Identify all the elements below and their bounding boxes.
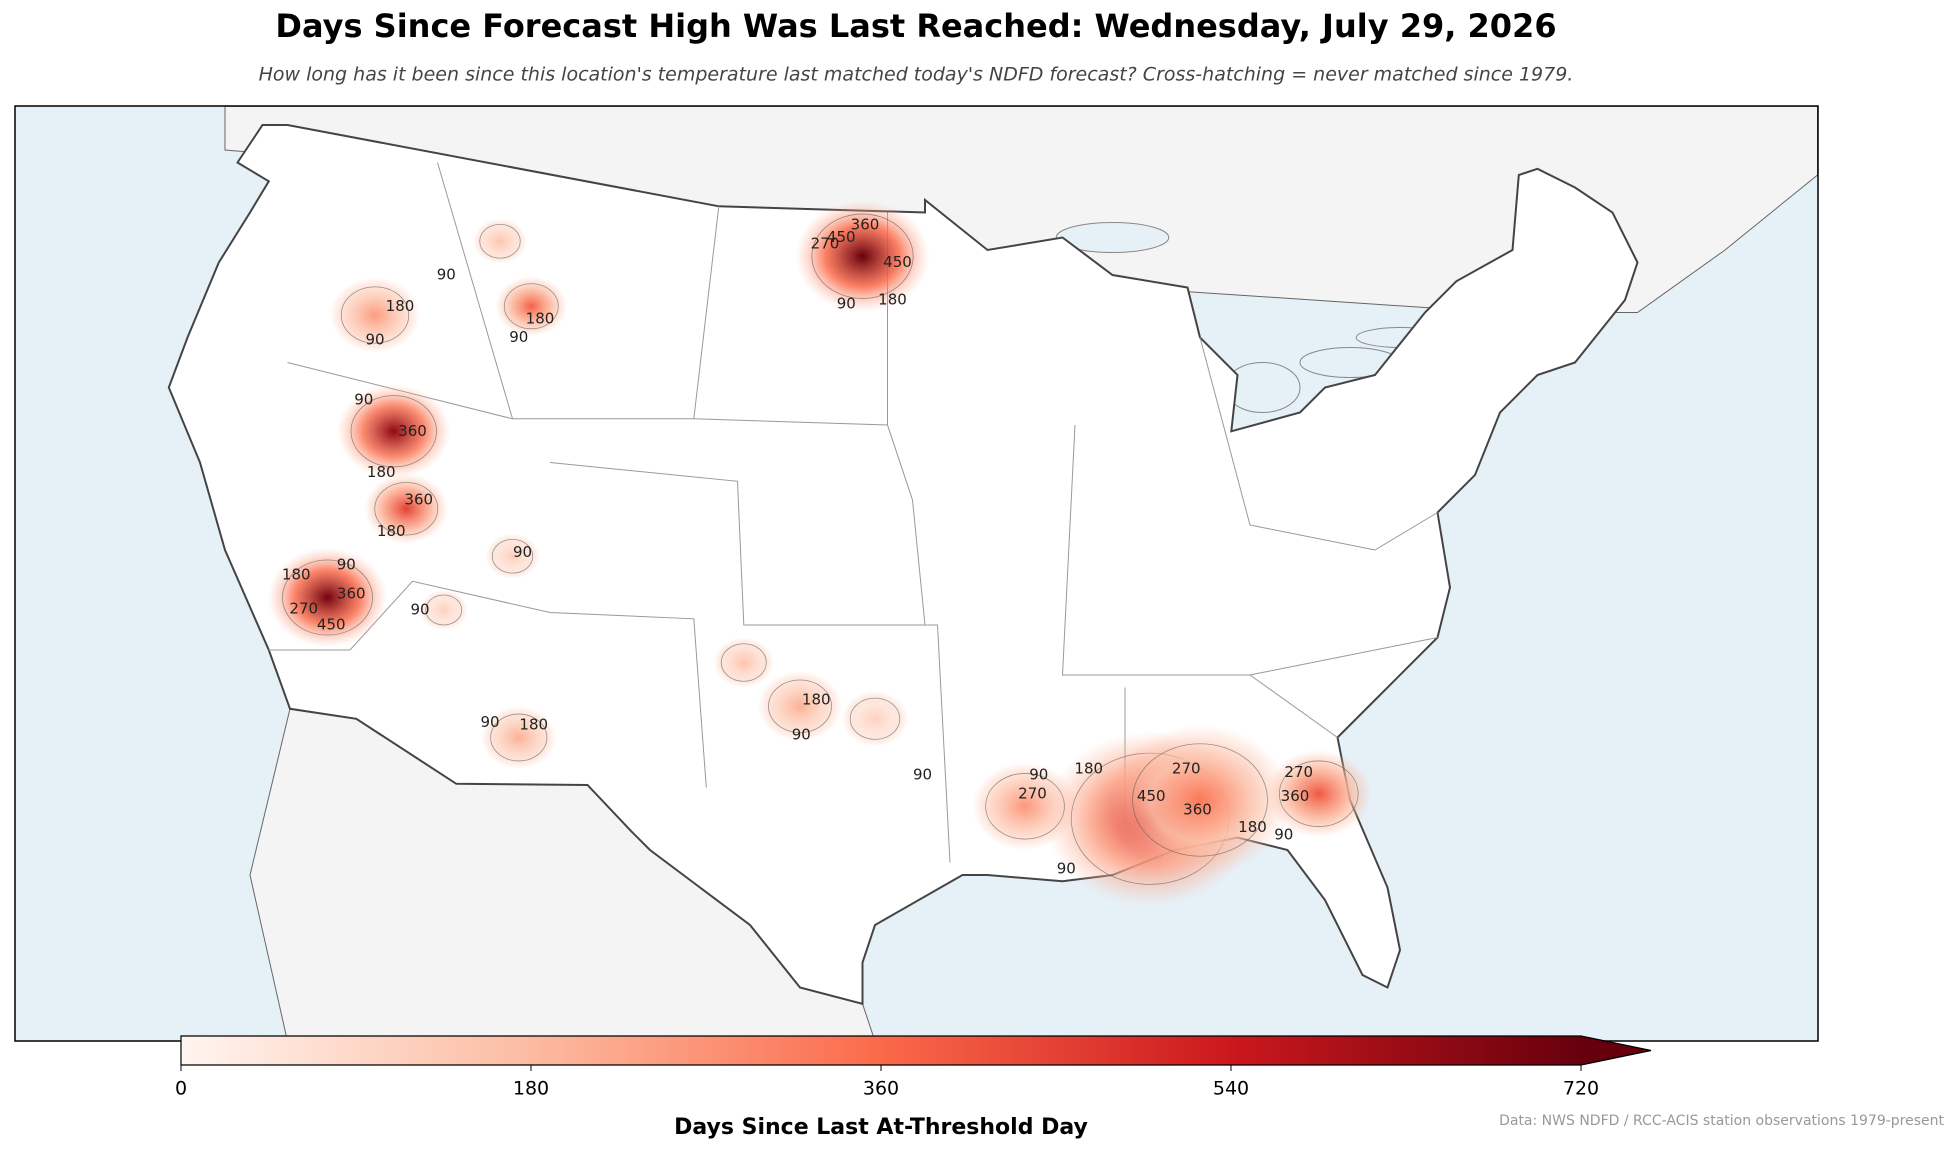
contour-label: 90 [792,726,811,744]
contour-line [350,395,437,468]
contour-label: 270 [1018,784,1047,802]
contour-label: 360 [404,491,433,509]
contour-label: 180 [367,463,396,481]
hotspot [336,383,451,479]
state-border [549,462,951,863]
colorbar-tick-label: 0 [175,1078,187,1100]
contour-line [491,538,534,574]
contour-label: 180 [377,522,406,540]
state-border [1249,674,1338,738]
hotspot [1266,750,1372,838]
hotspot [481,706,557,769]
contour-label: 360 [398,422,427,440]
contour-label: 90 [480,713,499,731]
contour-line [768,679,832,733]
contour-label: 180 [802,691,831,709]
title: Days Since Forecast High Was Last Reache… [275,7,1556,45]
contour-label: 180 [519,716,548,734]
contour-label: 90 [337,556,356,574]
contour-label: 90 [1029,766,1048,784]
contour-label: 90 [365,331,384,349]
contour-line [1278,760,1359,827]
contour-line [374,482,439,536]
colorbar-tick-label: 360 [863,1078,899,1100]
contour-label: 90 [837,294,856,312]
contour-label: 90 [509,328,528,346]
contour-line [479,223,521,259]
hotspot [795,200,930,313]
hotspot [713,637,774,688]
hotspot [1110,725,1290,875]
colorbar-extension [1581,1036,1651,1065]
lake [1055,222,1170,253]
contour-line [282,559,373,636]
contour-label: 90 [437,266,456,284]
hotspot [972,762,1078,850]
contour-label: 180 [1074,759,1103,777]
colorbar-scale [181,1036,1581,1065]
colorbar-tick-label: 180 [513,1078,549,1100]
contour-label: 360 [1281,787,1310,805]
colorbar-tick-label: 720 [1563,1078,1599,1100]
contour-label: 450 [883,253,912,271]
contour-label: 450 [317,616,346,634]
contour-line [985,773,1065,840]
hotspot [419,590,468,630]
colorbar-tick-label: 540 [1213,1078,1249,1100]
contour-label: 270 [1284,763,1313,781]
contour-label: 450 [1137,787,1166,805]
hotspot [330,277,420,353]
contour-line [720,643,767,682]
contour-label: 270 [289,599,318,617]
contour-label: 90 [1274,826,1293,844]
hotspot [485,533,540,579]
state-border [1199,337,1438,551]
contour-line [340,286,410,344]
colorbar-label: Days Since Last At-Threshold Day [674,1115,1088,1140]
contour-label: 90 [513,543,532,561]
contour-label: 360 [1183,801,1212,819]
hotspot [364,473,449,544]
contour-line [811,213,914,299]
contour-label: 450 [827,228,856,246]
state-border [1061,424,1438,676]
contour-label: 180 [282,566,311,584]
state-border [693,418,926,626]
contour-label: 180 [526,309,555,327]
contour-label: 270 [811,234,840,252]
hotspot [758,671,842,742]
state-border [268,580,707,788]
contour-line [425,594,463,626]
subtitle: How long has it been since this location… [259,64,1574,86]
hotspot [473,218,527,264]
contour-label: 180 [1238,818,1267,836]
contour-label: 360 [851,216,880,234]
source-note: Data: NWS NDFD / RCC-ACIS station observ… [1499,1113,1944,1129]
contour-label: 90 [410,601,429,619]
contour-label: 90 [913,766,932,784]
contour-line [503,283,559,330]
contour-line [490,713,548,762]
contour-label: 270 [1172,759,1201,777]
colorbar: 0 180 360 540 720 [175,1035,1652,1100]
hotspot [495,276,568,337]
colorbar-outline [180,1035,1652,1066]
state-border [437,162,720,420]
contour-line [849,697,901,740]
contour-label: 180 [386,297,415,315]
contour-label: 180 [878,291,907,309]
contour-label: 360 [337,584,366,602]
contour-label: 90 [1057,859,1076,877]
hotspot [267,547,388,648]
contour-label: 90 [354,391,373,409]
hotspot [842,691,908,747]
